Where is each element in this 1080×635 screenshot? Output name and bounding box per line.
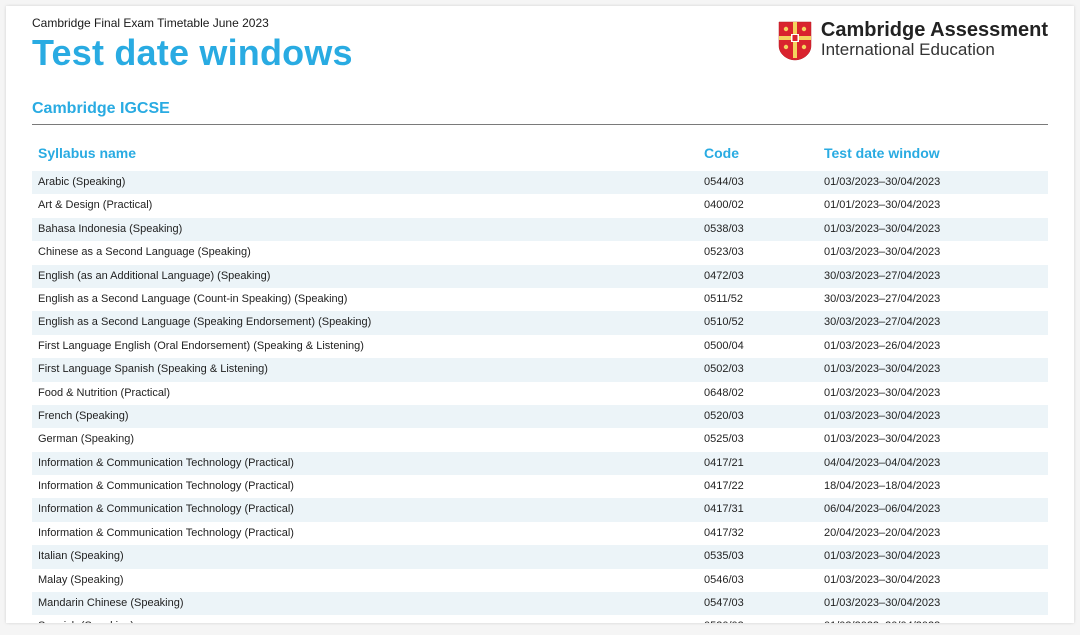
cell-code: 0500/04 — [698, 335, 818, 358]
cell-window: 01/03/2023–30/04/2023 — [818, 241, 1048, 264]
cell-window: 01/03/2023–30/04/2023 — [818, 569, 1048, 592]
table-row: Information & Communication Technology (… — [32, 452, 1048, 475]
cell-window: 01/03/2023–30/04/2023 — [818, 592, 1048, 615]
cell-code: 0472/03 — [698, 265, 818, 288]
table-row: Spanish (Speaking)0530/0301/03/2023–30/0… — [32, 615, 1048, 623]
cell-name: Information & Communication Technology (… — [32, 452, 698, 475]
header-bar: Cambridge Final Exam Timetable June 2023… — [32, 16, 1048, 74]
cell-name: Information & Communication Technology (… — [32, 475, 698, 498]
cell-code: 0523/03 — [698, 241, 818, 264]
cell-window: 30/03/2023–27/04/2023 — [818, 288, 1048, 311]
col-header-window: Test date window — [818, 139, 1048, 171]
cell-name: Italian (Speaking) — [32, 545, 698, 568]
table-row: Arabic (Speaking)0544/0301/03/2023–30/04… — [32, 171, 1048, 194]
cell-code: 0547/03 — [698, 592, 818, 615]
brand-line1: Cambridge Assessment — [821, 20, 1048, 41]
cell-name: Information & Communication Technology (… — [32, 498, 698, 521]
cell-name: Chinese as a Second Language (Speaking) — [32, 241, 698, 264]
table-row: Mandarin Chinese (Speaking)0547/0301/03/… — [32, 592, 1048, 615]
table-row: Art & Design (Practical)0400/0201/01/202… — [32, 194, 1048, 217]
cell-name: First Language English (Oral Endorsement… — [32, 335, 698, 358]
cell-code: 0417/22 — [698, 475, 818, 498]
page-title: Test date windows — [32, 32, 777, 74]
cell-code: 0502/03 — [698, 358, 818, 381]
cell-window: 01/03/2023–30/04/2023 — [818, 382, 1048, 405]
cell-code: 0520/03 — [698, 405, 818, 428]
cell-window: 01/03/2023–30/04/2023 — [818, 358, 1048, 381]
cell-name: English (as an Additional Language) (Spe… — [32, 265, 698, 288]
cell-name: Art & Design (Practical) — [32, 194, 698, 217]
cell-code: 0510/52 — [698, 311, 818, 334]
brand-line2: International Education — [821, 41, 1048, 59]
col-header-code: Code — [698, 139, 818, 171]
table-row: English as a Second Language (Count-in S… — [32, 288, 1048, 311]
table-row: German (Speaking)0525/0301/03/2023–30/04… — [32, 428, 1048, 451]
cell-code: 0530/03 — [698, 615, 818, 623]
cell-window: 30/03/2023–27/04/2023 — [818, 311, 1048, 334]
table-row: Italian (Speaking)0535/0301/03/2023–30/0… — [32, 545, 1048, 568]
cell-code: 0544/03 — [698, 171, 818, 194]
cell-name: Arabic (Speaking) — [32, 171, 698, 194]
cell-window: 01/03/2023–30/04/2023 — [818, 405, 1048, 428]
brand-block: Cambridge Assessment International Educa… — [777, 16, 1048, 62]
cell-name: English as a Second Language (Speaking E… — [32, 311, 698, 334]
cell-name: Bahasa Indonesia (Speaking) — [32, 218, 698, 241]
cell-code: 0525/03 — [698, 428, 818, 451]
table-row: Food & Nutrition (Practical)0648/0201/03… — [32, 382, 1048, 405]
cell-window: 04/04/2023–04/04/2023 — [818, 452, 1048, 475]
cell-code: 0417/32 — [698, 522, 818, 545]
cell-code: 0538/03 — [698, 218, 818, 241]
table-row: Information & Communication Technology (… — [32, 522, 1048, 545]
section-divider: Cambridge IGCSE — [32, 100, 1048, 125]
table-row: English (as an Additional Language) (Spe… — [32, 265, 1048, 288]
cell-name: Malay (Speaking) — [32, 569, 698, 592]
cell-window: 01/01/2023–30/04/2023 — [818, 194, 1048, 217]
cell-name: Mandarin Chinese (Speaking) — [32, 592, 698, 615]
col-header-name: Syllabus name — [32, 139, 698, 171]
table-row: Information & Communication Technology (… — [32, 498, 1048, 521]
table-row: Malay (Speaking)0546/0301/03/2023–30/04/… — [32, 569, 1048, 592]
table-row: French (Speaking)0520/0301/03/2023–30/04… — [32, 405, 1048, 428]
cell-code: 0417/21 — [698, 452, 818, 475]
cell-code: 0400/02 — [698, 194, 818, 217]
table-row: Chinese as a Second Language (Speaking)0… — [32, 241, 1048, 264]
cell-window: 30/03/2023–27/04/2023 — [818, 265, 1048, 288]
cell-window: 01/03/2023–30/04/2023 — [818, 428, 1048, 451]
supertitle: Cambridge Final Exam Timetable June 2023 — [32, 16, 777, 30]
cell-code: 0546/03 — [698, 569, 818, 592]
cell-code: 0511/52 — [698, 288, 818, 311]
cell-name: German (Speaking) — [32, 428, 698, 451]
section-title: Cambridge IGCSE — [32, 100, 1048, 118]
cell-window: 01/03/2023–30/04/2023 — [818, 171, 1048, 194]
cell-window: 20/04/2023–20/04/2023 — [818, 522, 1048, 545]
table-body: Arabic (Speaking)0544/0301/03/2023–30/04… — [32, 171, 1048, 623]
table-row: Bahasa Indonesia (Speaking)0538/0301/03/… — [32, 218, 1048, 241]
cell-name: Spanish (Speaking) — [32, 615, 698, 623]
cell-window: 18/04/2023–18/04/2023 — [818, 475, 1048, 498]
cell-name: English as a Second Language (Count-in S… — [32, 288, 698, 311]
table-row: English as a Second Language (Speaking E… — [32, 311, 1048, 334]
cell-window: 06/04/2023–06/04/2023 — [818, 498, 1048, 521]
cell-window: 01/03/2023–30/04/2023 — [818, 615, 1048, 623]
cell-name: French (Speaking) — [32, 405, 698, 428]
brand-text: Cambridge Assessment International Educa… — [821, 20, 1048, 59]
exam-table: Syllabus name Code Test date window Arab… — [32, 139, 1048, 623]
table-row: First Language English (Oral Endorsement… — [32, 335, 1048, 358]
cell-window: 01/03/2023–30/04/2023 — [818, 218, 1048, 241]
cell-name: Food & Nutrition (Practical) — [32, 382, 698, 405]
header-left: Cambridge Final Exam Timetable June 2023… — [32, 16, 777, 74]
cell-window: 01/03/2023–30/04/2023 — [818, 545, 1048, 568]
page: Cambridge Final Exam Timetable June 2023… — [6, 6, 1074, 623]
cell-window: 01/03/2023–26/04/2023 — [818, 335, 1048, 358]
cell-code: 0417/31 — [698, 498, 818, 521]
cell-code: 0648/02 — [698, 382, 818, 405]
table-row: First Language Spanish (Speaking & Liste… — [32, 358, 1048, 381]
shield-icon — [777, 20, 813, 62]
table-row: Information & Communication Technology (… — [32, 475, 1048, 498]
cell-name: Information & Communication Technology (… — [32, 522, 698, 545]
cell-code: 0535/03 — [698, 545, 818, 568]
cell-name: First Language Spanish (Speaking & Liste… — [32, 358, 698, 381]
